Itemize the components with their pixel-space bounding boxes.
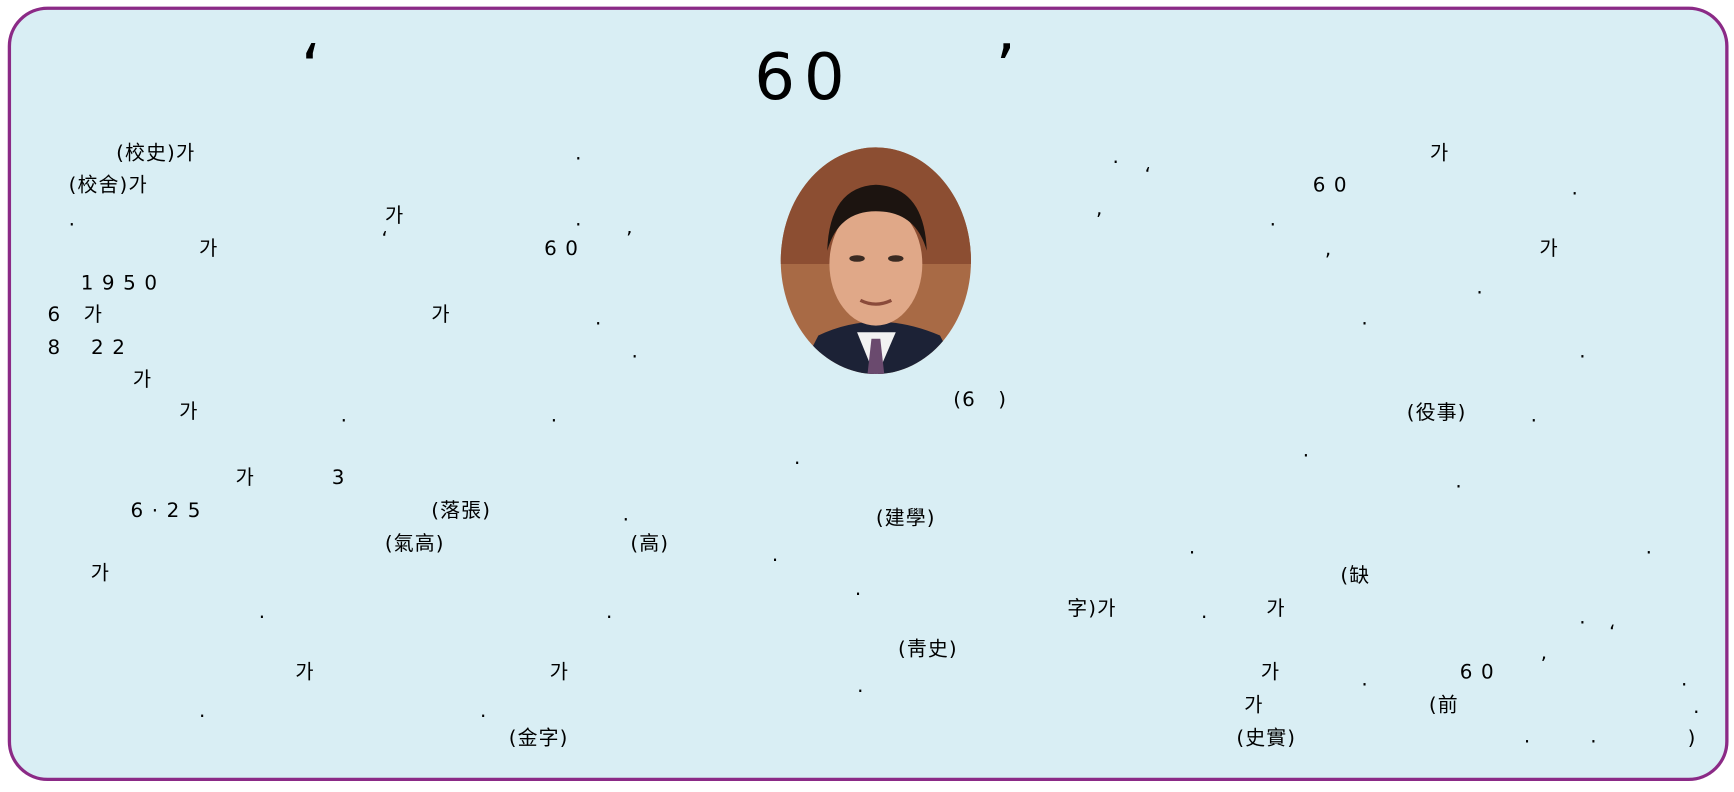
text-fragment: .: [1681, 668, 1688, 692]
text-fragment: (缺: [1340, 564, 1370, 588]
text-fragment: ·: [1524, 730, 1531, 754]
text-fragment: 8 2 2: [48, 337, 126, 361]
title-part: ‘: [301, 33, 330, 103]
text-fragment: 가: [1261, 661, 1280, 685]
text-fragment: .: [595, 307, 602, 331]
text-fragment: .: [855, 578, 862, 602]
text-fragment: .: [1303, 439, 1310, 463]
text-fragment: (建學): [876, 507, 936, 531]
text-fragment: .: [631, 340, 638, 364]
text-fragment: .: [1455, 470, 1462, 494]
text-fragment: (史實): [1236, 727, 1296, 751]
text-fragment: 6 0: [1313, 174, 1348, 198]
text-fragment: .: [575, 208, 582, 232]
text-fragment: 가: [91, 562, 110, 586]
portrait: [774, 143, 977, 378]
text-fragment: .: [1579, 606, 1586, 630]
text-fragment: (氣高): [385, 532, 445, 556]
text-fragment: .: [1270, 208, 1277, 232]
text-fragment: 가: [236, 466, 255, 490]
page: ‘60’(校史)가.(校舍)가.가.가‘6 0’1 9 5 06 가가.8 2 …: [0, 0, 1734, 792]
text-fragment: (落張): [431, 499, 491, 523]
text-fragment: 가: [1266, 597, 1285, 621]
title-part: ’: [995, 33, 1024, 103]
text-fragment: (校史)가: [116, 142, 195, 166]
text-fragment: 가: [550, 661, 569, 685]
text-fragment: .: [1579, 340, 1586, 364]
text-fragment: ’: [1541, 653, 1548, 677]
text-fragment: 字)가: [1067, 597, 1116, 621]
text-fragment: .: [69, 208, 76, 232]
text-fragment: 가: [295, 661, 314, 685]
text-fragment: .: [199, 700, 206, 724]
text-fragment: 가: [1244, 694, 1263, 718]
text-fragment: .: [794, 447, 801, 471]
text-fragment: .: [1201, 601, 1208, 625]
text-fragment: .: [1361, 307, 1368, 331]
text-fragment: ‘: [382, 228, 389, 252]
text-fragment: ’: [626, 228, 633, 252]
text-fragment: 가: [431, 304, 450, 328]
text-fragment: 6 가: [48, 304, 104, 328]
text-fragment: 6 0: [544, 238, 579, 262]
text-fragment: 6 · 2 5: [130, 499, 201, 523]
text-fragment: .: [575, 142, 582, 166]
text-fragment: .: [606, 601, 613, 625]
text-fragment: ,: [1325, 238, 1332, 262]
text-fragment: .: [341, 404, 348, 428]
text-fragment: .: [1113, 145, 1120, 169]
text-fragment: .: [1571, 177, 1578, 201]
text-fragment: .: [1476, 276, 1483, 300]
text-fragment: ): [1688, 727, 1697, 751]
text-fragment: 1 9 5 0: [81, 272, 158, 296]
text-fragment: (6 ): [953, 388, 1007, 412]
text-fragment: 가: [179, 400, 198, 424]
text-fragment: .: [1531, 404, 1538, 428]
text-fragment: .: [480, 700, 487, 724]
stage: ‘60’(校史)가.(校舍)가.가.가‘6 0’1 9 5 06 가가.8 2 …: [0, 0, 1734, 792]
text-fragment: ,: [1096, 197, 1103, 221]
text-fragment: ·: [1693, 701, 1700, 725]
text-fragment: (金字): [509, 727, 569, 751]
text-fragment: ‘: [1609, 622, 1616, 646]
text-fragment: 가: [385, 205, 404, 229]
text-fragment: ‘: [1145, 164, 1152, 188]
text-fragment: .: [551, 404, 558, 428]
text-fragment: 3: [332, 466, 346, 490]
text-fragment: .: [1189, 536, 1196, 560]
text-fragment: 가: [199, 238, 218, 262]
text-fragment: 6 0: [1460, 661, 1495, 685]
text-fragment: 가: [1539, 238, 1558, 262]
text-fragment: .: [623, 503, 630, 527]
text-fragment: (前: [1429, 694, 1459, 718]
text-fragment: (役事): [1407, 402, 1467, 426]
text-fragment: .: [259, 601, 266, 625]
text-fragment: .: [1361, 668, 1368, 692]
title-part: 60: [754, 42, 853, 112]
text-fragment: (靑史): [898, 638, 958, 662]
text-fragment: 가: [133, 369, 152, 393]
text-fragment: .: [772, 543, 779, 567]
text-fragment: .: [857, 674, 864, 698]
text-fragment: .: [1646, 536, 1653, 560]
text-fragment: (校舍)가: [69, 174, 148, 198]
text-fragment: ·: [1590, 730, 1597, 754]
text-fragment: 가: [1430, 142, 1449, 166]
text-fragment: (高): [630, 532, 669, 556]
